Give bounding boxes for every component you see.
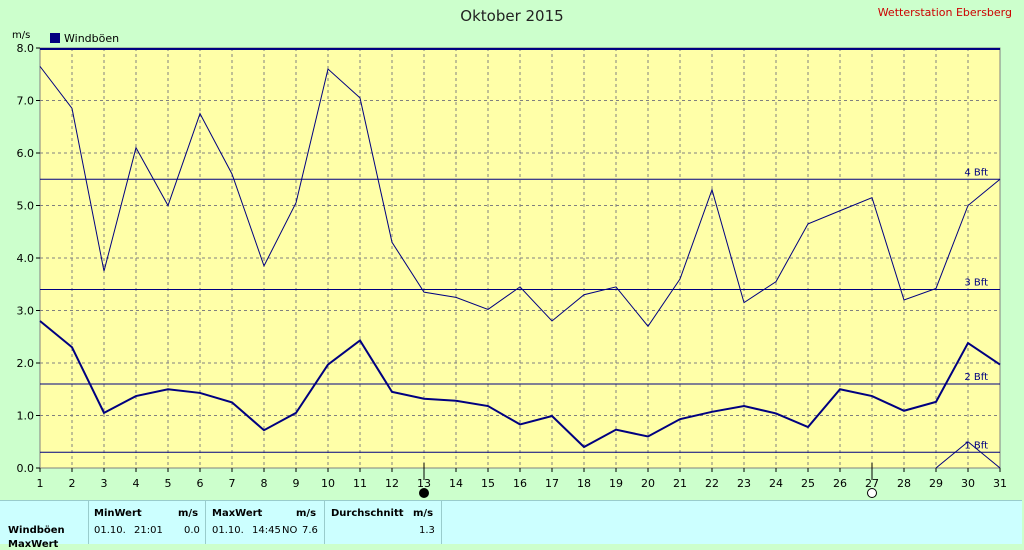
stats-row-label-2: MaxWert <box>8 539 59 550</box>
chart: Oktober 2015 Wetterstation Ebersberg m/s… <box>12 6 1012 498</box>
x-tick-label: 28 <box>897 477 911 490</box>
series-layer <box>39 66 1001 469</box>
x-tick-label: 11 <box>353 477 367 490</box>
x-tick-label: 3 <box>101 477 108 490</box>
max-date: 01.10. <box>212 525 244 536</box>
y-tick-label: 6.0 <box>17 147 35 160</box>
min-unit: m/s <box>178 508 199 519</box>
avg-header: Durchschnitt <box>331 508 404 519</box>
legend-label: Windböen <box>64 32 119 45</box>
full-moon-icon <box>867 488 877 498</box>
y-tick-label: 2.0 <box>17 357 35 370</box>
max-direction: NO <box>282 525 298 536</box>
x-tick-label: 31 <box>993 477 1007 490</box>
x-tick-label: 24 <box>769 477 783 490</box>
min-time: 21:01 <box>134 525 163 536</box>
x-tick-label: 9 <box>293 477 300 490</box>
x-tick-label: 22 <box>705 477 719 490</box>
x-tick-label: 18 <box>577 477 591 490</box>
x-tick-label: 13 <box>417 477 431 490</box>
x-tick-label: 19 <box>609 477 623 490</box>
series-line-min <box>935 441 1001 469</box>
stats-min-cell: MinWert m/s 01.10. 21:01 0.0 <box>88 501 206 544</box>
y-tick-label: 3.0 <box>17 305 35 318</box>
x-tick-label: 29 <box>929 477 943 490</box>
min-header: MinWert <box>94 508 142 519</box>
moon-markers <box>419 463 877 498</box>
stats-row-label: Windböen <box>8 525 65 536</box>
min-value: 0.0 <box>184 525 200 536</box>
y-tick-label: 4.0 <box>17 252 35 265</box>
chart-title: Oktober 2015 <box>460 7 563 25</box>
x-tick-label: 30 <box>961 477 975 490</box>
stats-panel: Windböen MaxWert MinWert m/s 01.10. 21:0… <box>0 500 1022 550</box>
y-tick-label: 5.0 <box>17 200 35 213</box>
new-moon-icon <box>419 488 429 498</box>
avg-value: 1.3 <box>419 525 435 536</box>
x-tick-label: 10 <box>321 477 335 490</box>
y-tick-label: 7.0 <box>17 95 35 108</box>
x-tick-label: 23 <box>737 477 751 490</box>
avg-unit: m/s <box>413 508 434 519</box>
x-tick-label: 5 <box>165 477 172 490</box>
x-tick-label: 8 <box>261 477 268 490</box>
x-tick-label: 12 <box>385 477 399 490</box>
beaufort-label: 2 Bft <box>964 372 988 383</box>
y-ticks: 0.0 1.0 2.0 3.0 4.0 5.0 6.0 7.0 8.0 <box>17 42 40 475</box>
max-value: 7.6 <box>302 525 318 536</box>
x-tick-label: 26 <box>833 477 847 490</box>
stats-avg-cell: Durchschnitt m/s 1.3 <box>325 501 442 544</box>
x-tick-label: 27 <box>865 477 879 490</box>
grid <box>40 48 1000 468</box>
station-name: Wetterstation Ebersberg <box>878 6 1012 19</box>
x-tick-label: 7 <box>229 477 236 490</box>
legend-swatch <box>50 33 60 43</box>
x-tick-label: 21 <box>673 477 687 490</box>
stats-label-cell: Windböen MaxWert <box>0 501 89 550</box>
max-header: MaxWert <box>212 508 263 519</box>
beaufort-lines: 1 Bft 2 Bft 3 Bft 4 Bft <box>40 48 1000 453</box>
max-time: 14:45 <box>252 525 281 536</box>
x-tick-label: 20 <box>641 477 655 490</box>
beaufort-label: 4 Bft <box>964 167 988 178</box>
x-tick-label: 17 <box>545 477 559 490</box>
x-tick-label: 1 <box>37 477 44 490</box>
x-tick-label: 2 <box>69 477 76 490</box>
stats-max-cell: MaxWert m/s 01.10. 14:45 NO 7.6 <box>206 501 325 544</box>
y-tick-label: 8.0 <box>17 42 35 55</box>
x-tick-label: 25 <box>801 477 815 490</box>
x-tick-label: 15 <box>481 477 495 490</box>
beaufort-label: 3 Bft <box>964 278 988 289</box>
min-date: 01.10. <box>94 525 126 536</box>
x-ticks: 1 2 3 4 5 6 7 8 9 10 11 12 13 14 15 16 17 18 19 20 21 22 23 24 2… <box>37 468 1007 490</box>
max-unit: m/s <box>296 508 317 519</box>
beaufort-label: 1 Bft <box>964 440 988 451</box>
series-line-avg <box>39 320 1001 449</box>
x-tick-label: 14 <box>449 477 463 490</box>
x-tick-label: 16 <box>513 477 527 490</box>
series-line-max <box>39 66 1001 328</box>
x-tick-label: 4 <box>133 477 140 490</box>
x-tick-label: 6 <box>197 477 204 490</box>
y-tick-label: 1.0 <box>17 410 35 423</box>
y-tick-label: 0.0 <box>17 462 35 475</box>
y-axis-unit: m/s <box>12 30 30 41</box>
